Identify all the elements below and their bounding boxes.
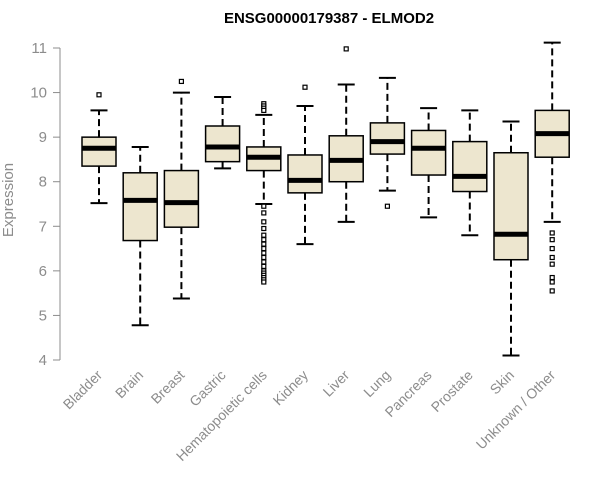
box-brain <box>122 145 158 327</box>
box-liver <box>328 46 364 223</box>
box-prostate <box>452 109 488 237</box>
y-tick-label: 7 <box>39 218 47 235</box>
outlier-point <box>549 274 555 281</box>
outlier-point <box>549 279 555 285</box>
outlier-point <box>549 288 555 294</box>
box-pancreas <box>410 107 447 219</box>
y-tick-label: 6 <box>39 263 47 280</box>
box-gastric <box>204 96 241 170</box>
outlier-point <box>261 245 267 252</box>
iqr-box <box>369 122 406 155</box>
iqr-box <box>452 140 488 193</box>
iqr-box <box>493 151 529 261</box>
outlier-point <box>261 250 267 256</box>
outlier-point <box>261 107 267 114</box>
x-tick-label: Skin <box>487 367 518 398</box>
iqr-box <box>81 136 117 167</box>
outlier-point <box>302 84 308 90</box>
box-unknown-other <box>534 41 570 294</box>
outlier-point <box>96 92 102 98</box>
outlier-point <box>549 230 555 236</box>
iqr-box <box>122 172 158 242</box>
outlier-point <box>261 219 267 225</box>
y-tick-label: 4 <box>39 352 47 369</box>
chart-title: ENSG00000179387 - ELMOD2 <box>224 10 434 27</box>
x-tick-label: Lung <box>360 367 393 400</box>
iqr-box <box>204 125 241 163</box>
outlier-point <box>549 254 555 261</box>
box-breast <box>163 78 200 300</box>
outlier-point <box>261 259 267 265</box>
box-bladder <box>81 92 117 205</box>
x-tick-label: Kidney <box>270 367 312 409</box>
x-tick-label: Brain <box>112 367 146 401</box>
y-axis-label: Expression <box>0 163 17 237</box>
iqr-box <box>287 154 323 194</box>
outlier-point <box>343 46 349 52</box>
outlier-point <box>549 237 555 243</box>
y-tick-label: 8 <box>39 174 47 191</box>
outlier-point <box>261 210 267 216</box>
x-tick-label: Liver <box>320 367 353 400</box>
y-tick-label: 5 <box>39 307 47 324</box>
outlier-point <box>549 245 555 252</box>
y-tick-label: 10 <box>30 85 47 102</box>
outlier-point <box>549 261 555 267</box>
x-tick-label: Prostate <box>428 367 476 415</box>
box-kidney <box>287 84 323 246</box>
box-skin <box>493 120 529 357</box>
box-lung <box>369 76 406 209</box>
outlier-point <box>261 263 267 269</box>
outlier-point <box>261 279 267 285</box>
x-tick-label: Bladder <box>60 367 106 413</box>
outlier-point <box>261 232 267 238</box>
outlier-point <box>384 203 390 209</box>
outlier-point <box>261 203 267 209</box>
outlier-point <box>261 254 267 261</box>
outlier-point <box>261 225 267 232</box>
outlier-point <box>261 237 267 243</box>
x-tick-label: Breast <box>148 367 188 407</box>
y-tick-label: 11 <box>31 40 47 57</box>
iqr-box <box>163 169 200 228</box>
iqr-box <box>410 129 447 176</box>
box-hematopoietic-cells <box>246 101 282 285</box>
outlier-point <box>178 78 184 85</box>
boxes <box>81 41 570 357</box>
outlier-point <box>261 241 267 247</box>
y-tick-label: 9 <box>39 129 47 146</box>
axes: 4 5 6 7 8 9 10 11 <box>30 40 61 369</box>
